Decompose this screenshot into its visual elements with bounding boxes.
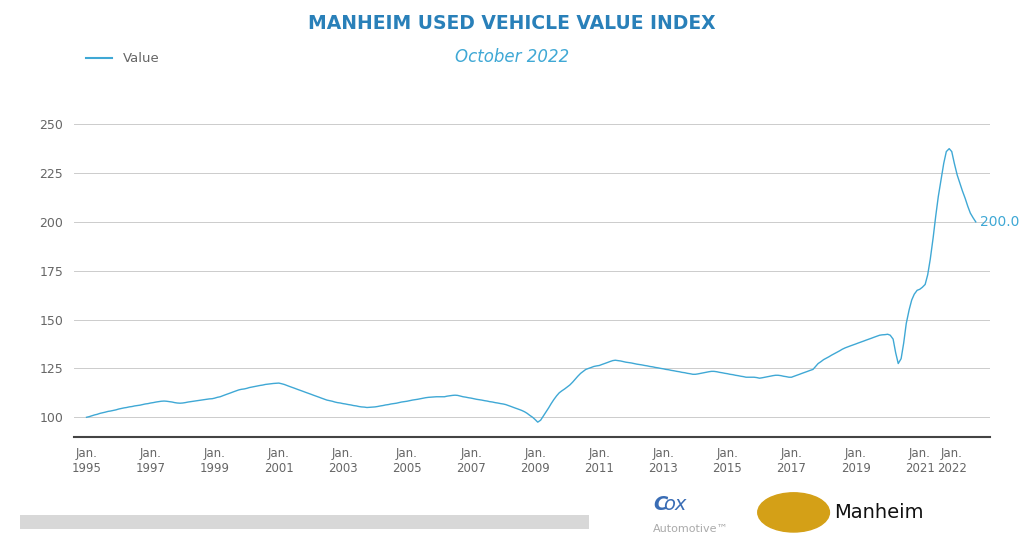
Text: M: M [786, 505, 801, 520]
Text: ox: ox [664, 494, 687, 514]
Text: Automotive™: Automotive™ [653, 524, 729, 534]
Legend: Value: Value [80, 47, 165, 71]
Text: October 2022: October 2022 [455, 48, 569, 66]
Text: 200.0: 200.0 [980, 215, 1019, 229]
Text: Manheim: Manheim [835, 503, 924, 522]
Text: C: C [653, 494, 668, 514]
Text: MANHEIM USED VEHICLE VALUE INDEX: MANHEIM USED VEHICLE VALUE INDEX [308, 14, 716, 33]
